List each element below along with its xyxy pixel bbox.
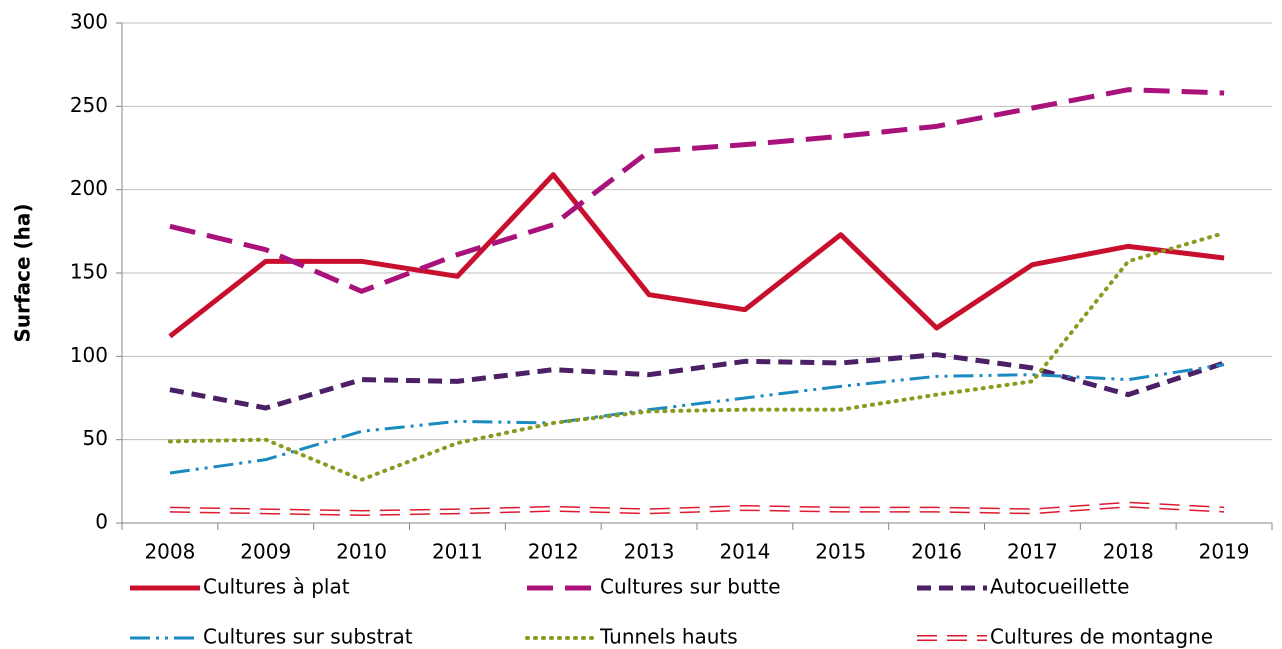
legend-label: Cultures sur butte: [600, 575, 781, 599]
legend-label: Tunnels hauts: [599, 625, 738, 649]
legend-label: Cultures à plat: [203, 575, 350, 599]
series-line: [169, 352, 1225, 411]
x-tick-label: 2019: [1199, 540, 1250, 564]
x-tick-label: 2016: [911, 540, 962, 564]
series-line: [169, 363, 1225, 475]
series-line: [167, 231, 1227, 482]
y-tick-label: 50: [83, 426, 108, 450]
y-tick-label: 0: [95, 510, 108, 534]
x-tick-label: 2015: [815, 540, 866, 564]
x-tick-label: 2009: [240, 540, 291, 564]
x-tick-label: 2010: [336, 540, 387, 564]
y-axis-label: Surface (ha): [11, 203, 35, 342]
legend-label: Cultures sur substrat: [203, 625, 413, 649]
series-line: [169, 87, 1225, 294]
series-line: [168, 172, 1225, 339]
x-tick-label: 2008: [144, 540, 195, 564]
y-tick-label: 300: [70, 10, 108, 34]
x-tick-label: 2014: [719, 540, 770, 564]
x-tick-label: 2012: [528, 540, 579, 564]
legend-label: Autocueillette: [990, 575, 1129, 599]
y-tick-label: 150: [70, 260, 108, 284]
x-tick-label: 2011: [432, 540, 483, 564]
y-tick-label: 250: [70, 93, 108, 117]
y-tick-label: 100: [70, 343, 108, 367]
x-tick-label: 2017: [1007, 540, 1058, 564]
legend-label: Cultures de montagne: [990, 625, 1213, 649]
series-line-inner: [169, 503, 1225, 515]
x-tick-label: 2013: [624, 540, 675, 564]
x-tick-label: 2018: [1103, 540, 1154, 564]
y-tick-label: 200: [70, 176, 108, 200]
